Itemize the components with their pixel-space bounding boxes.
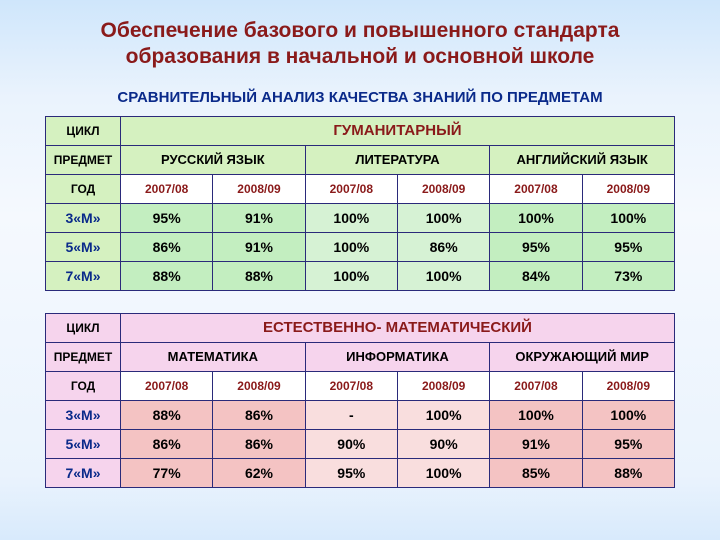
data-cell: 100%: [490, 203, 582, 232]
year-header: 2007/08: [305, 174, 397, 203]
comparison-table: ЦИКЛЕСТЕСТВЕННО- МАТЕМАТИЧЕСКИЙПРЕДМЕТМА…: [0, 313, 720, 488]
data-cell: 88%: [582, 458, 674, 487]
data-cell: 85%: [490, 458, 582, 487]
data-cell: 100%: [582, 400, 674, 429]
year-header: 2007/08: [121, 174, 213, 203]
data-cell: 86%: [121, 429, 213, 458]
grade-label: 3«М»: [46, 203, 121, 232]
data-table: ЦИКЛЕСТЕСТВЕННО- МАТЕМАТИЧЕСКИЙПРЕДМЕТМА…: [45, 313, 675, 488]
subject-header: МАТЕМАТИКА: [121, 342, 306, 371]
grade-label: 7«М»: [46, 261, 121, 290]
data-cell: 100%: [397, 261, 489, 290]
subject-header: ИНФОРМАТИКА: [305, 342, 490, 371]
data-cell: 100%: [397, 458, 489, 487]
data-cell: -: [305, 400, 397, 429]
year-header: 2007/08: [305, 371, 397, 400]
cycle-label: ЦИКЛ: [46, 313, 121, 342]
data-cell: 100%: [305, 203, 397, 232]
data-cell: 86%: [121, 232, 213, 261]
year-label: ГОД: [46, 174, 121, 203]
data-cell: 62%: [213, 458, 305, 487]
year-header: 2008/09: [397, 174, 489, 203]
grade-label: 5«М»: [46, 429, 121, 458]
year-header: 2007/08: [490, 371, 582, 400]
data-table: ЦИКЛГУМАНИТАРНЫЙПРЕДМЕТРУССКИЙ ЯЗЫКЛИТЕР…: [45, 116, 675, 291]
cycle-banner: ГУМАНИТАРНЫЙ: [121, 116, 675, 145]
grade-label: 5«М»: [46, 232, 121, 261]
page-subtitle: СРАВНИТЕЛЬНЫЙ АНАЛИЗ КАЧЕСТВА ЗНАНИЙ ПО …: [0, 89, 720, 106]
data-cell: 95%: [582, 232, 674, 261]
data-cell: 88%: [213, 261, 305, 290]
data-cell: 88%: [121, 261, 213, 290]
subject-header: АНГЛИЙСКИЙ ЯЗЫК: [490, 145, 675, 174]
data-cell: 91%: [213, 203, 305, 232]
grade-label: 3«М»: [46, 400, 121, 429]
data-cell: 90%: [305, 429, 397, 458]
data-cell: 100%: [490, 400, 582, 429]
subject-header: ЛИТЕРАТУРА: [305, 145, 490, 174]
year-header: 2008/09: [397, 371, 489, 400]
page-title: Обеспечение базового и повышенного станд…: [0, 0, 720, 71]
data-cell: 100%: [397, 400, 489, 429]
comparison-table: ЦИКЛГУМАНИТАРНЫЙПРЕДМЕТРУССКИЙ ЯЗЫКЛИТЕР…: [0, 116, 720, 291]
subject-header: ОКРУЖАЮЩИЙ МИР: [490, 342, 675, 371]
data-cell: 95%: [582, 429, 674, 458]
year-header: 2007/08: [121, 371, 213, 400]
data-cell: 86%: [213, 429, 305, 458]
year-header: 2008/09: [213, 371, 305, 400]
data-cell: 86%: [213, 400, 305, 429]
data-cell: 73%: [582, 261, 674, 290]
data-cell: 90%: [397, 429, 489, 458]
data-cell: 100%: [582, 203, 674, 232]
data-cell: 100%: [305, 261, 397, 290]
data-cell: 100%: [305, 232, 397, 261]
cycle-banner: ЕСТЕСТВЕННО- МАТЕМАТИЧЕСКИЙ: [121, 313, 675, 342]
data-cell: 95%: [305, 458, 397, 487]
data-cell: 88%: [121, 400, 213, 429]
tables-container: ЦИКЛГУМАНИТАРНЫЙПРЕДМЕТРУССКИЙ ЯЗЫКЛИТЕР…: [0, 116, 720, 488]
year-header: 2008/09: [213, 174, 305, 203]
data-cell: 84%: [490, 261, 582, 290]
title-line-2: образования в начальной и основной школе: [0, 44, 720, 70]
data-cell: 95%: [490, 232, 582, 261]
subject-header: РУССКИЙ ЯЗЫК: [121, 145, 306, 174]
subject-label: ПРЕДМЕТ: [46, 145, 121, 174]
year-header: 2007/08: [490, 174, 582, 203]
data-cell: 77%: [121, 458, 213, 487]
data-cell: 100%: [397, 203, 489, 232]
year-header: 2008/09: [582, 174, 674, 203]
year-header: 2008/09: [582, 371, 674, 400]
subject-label: ПРЕДМЕТ: [46, 342, 121, 371]
data-cell: 86%: [397, 232, 489, 261]
title-line-1: Обеспечение базового и повышенного станд…: [0, 18, 720, 44]
year-label: ГОД: [46, 371, 121, 400]
data-cell: 91%: [490, 429, 582, 458]
grade-label: 7«М»: [46, 458, 121, 487]
data-cell: 91%: [213, 232, 305, 261]
cycle-label: ЦИКЛ: [46, 116, 121, 145]
data-cell: 95%: [121, 203, 213, 232]
